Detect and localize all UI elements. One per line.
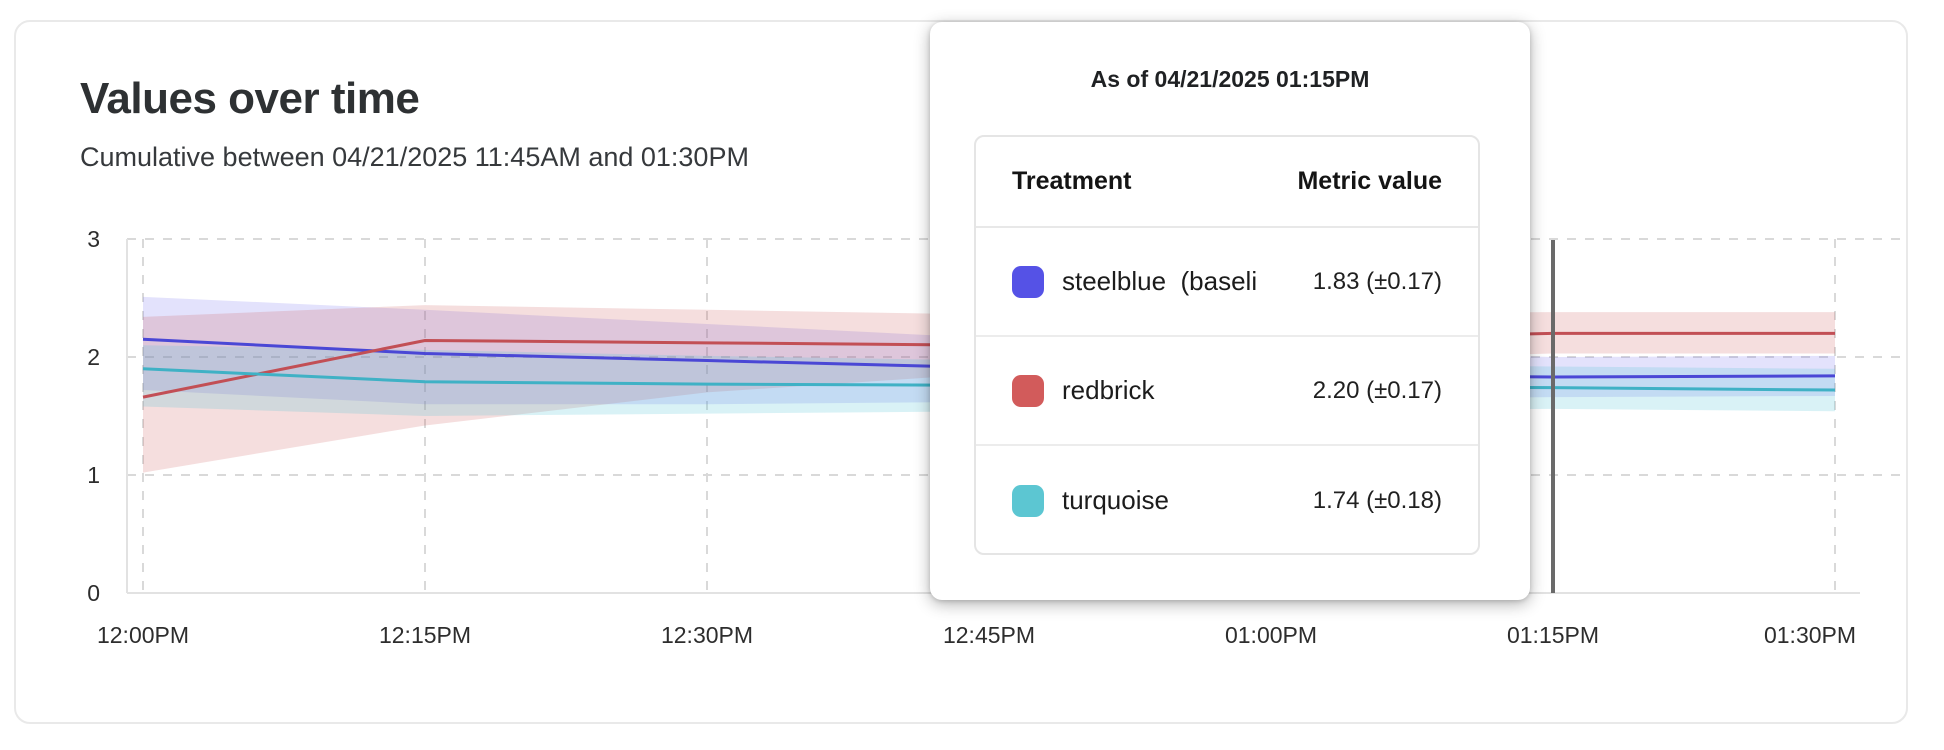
treatment-label: turquoise	[1062, 485, 1169, 515]
chart-header: Values over time Cumulative between 04/2…	[80, 74, 749, 173]
treatment-color-swatch	[1012, 484, 1044, 517]
tooltip-table: Treatment Metric value steelblue (baseli…	[974, 135, 1480, 555]
x-tick-label: 01:00PM	[1224, 622, 1318, 648]
x-tick-label: 01:15PM	[1506, 622, 1600, 648]
treatment-label: redbrick	[1062, 375, 1155, 405]
treatment-column-header: Treatment	[1012, 167, 1132, 195]
x-tick-label: 12:15PM	[378, 622, 472, 648]
metric-value: 2.20 (±0.17)	[1312, 376, 1442, 404]
metric-value-column-header: Metric value	[1297, 167, 1442, 195]
tooltip-table-header: Treatment Metric value	[976, 137, 1478, 228]
treatment-row: steelblue (baseli 1.83 (±0.17)	[976, 228, 1478, 337]
x-tick-label: 12:45PM	[942, 622, 1036, 648]
treatment-row: redbrick 2.20 (±0.17)	[976, 337, 1478, 446]
hover-tooltip: As of 04/21/2025 01:15PM Treatment Metri…	[930, 22, 1530, 600]
metric-value: 1.83 (±0.17)	[1312, 267, 1442, 295]
y-tick-label: 3	[87, 226, 100, 252]
y-tick-label: 0	[87, 580, 100, 606]
treatment-color-swatch	[1012, 265, 1044, 298]
x-tick-label: 12:30PM	[660, 622, 754, 648]
y-tick-label: 2	[87, 344, 100, 370]
y-tick-label: 1	[87, 462, 100, 488]
page-title: Values over time	[80, 74, 420, 123]
tooltip-timestamp: As of 04/21/2025 01:15PM	[1090, 66, 1370, 92]
metric-value: 1.74 (±0.18)	[1312, 486, 1442, 514]
treatment-color-swatch	[1012, 374, 1044, 407]
treatment-row: turquoise 1.74 (±0.18)	[976, 446, 1478, 553]
page-subtitle: Cumulative between 04/21/2025 11:45AM an…	[80, 141, 749, 172]
x-tick-label: 01:30PM	[1763, 622, 1857, 648]
treatment-label: steelblue (baseli	[1062, 266, 1258, 296]
x-tick-label: 12:00PM	[96, 622, 190, 648]
